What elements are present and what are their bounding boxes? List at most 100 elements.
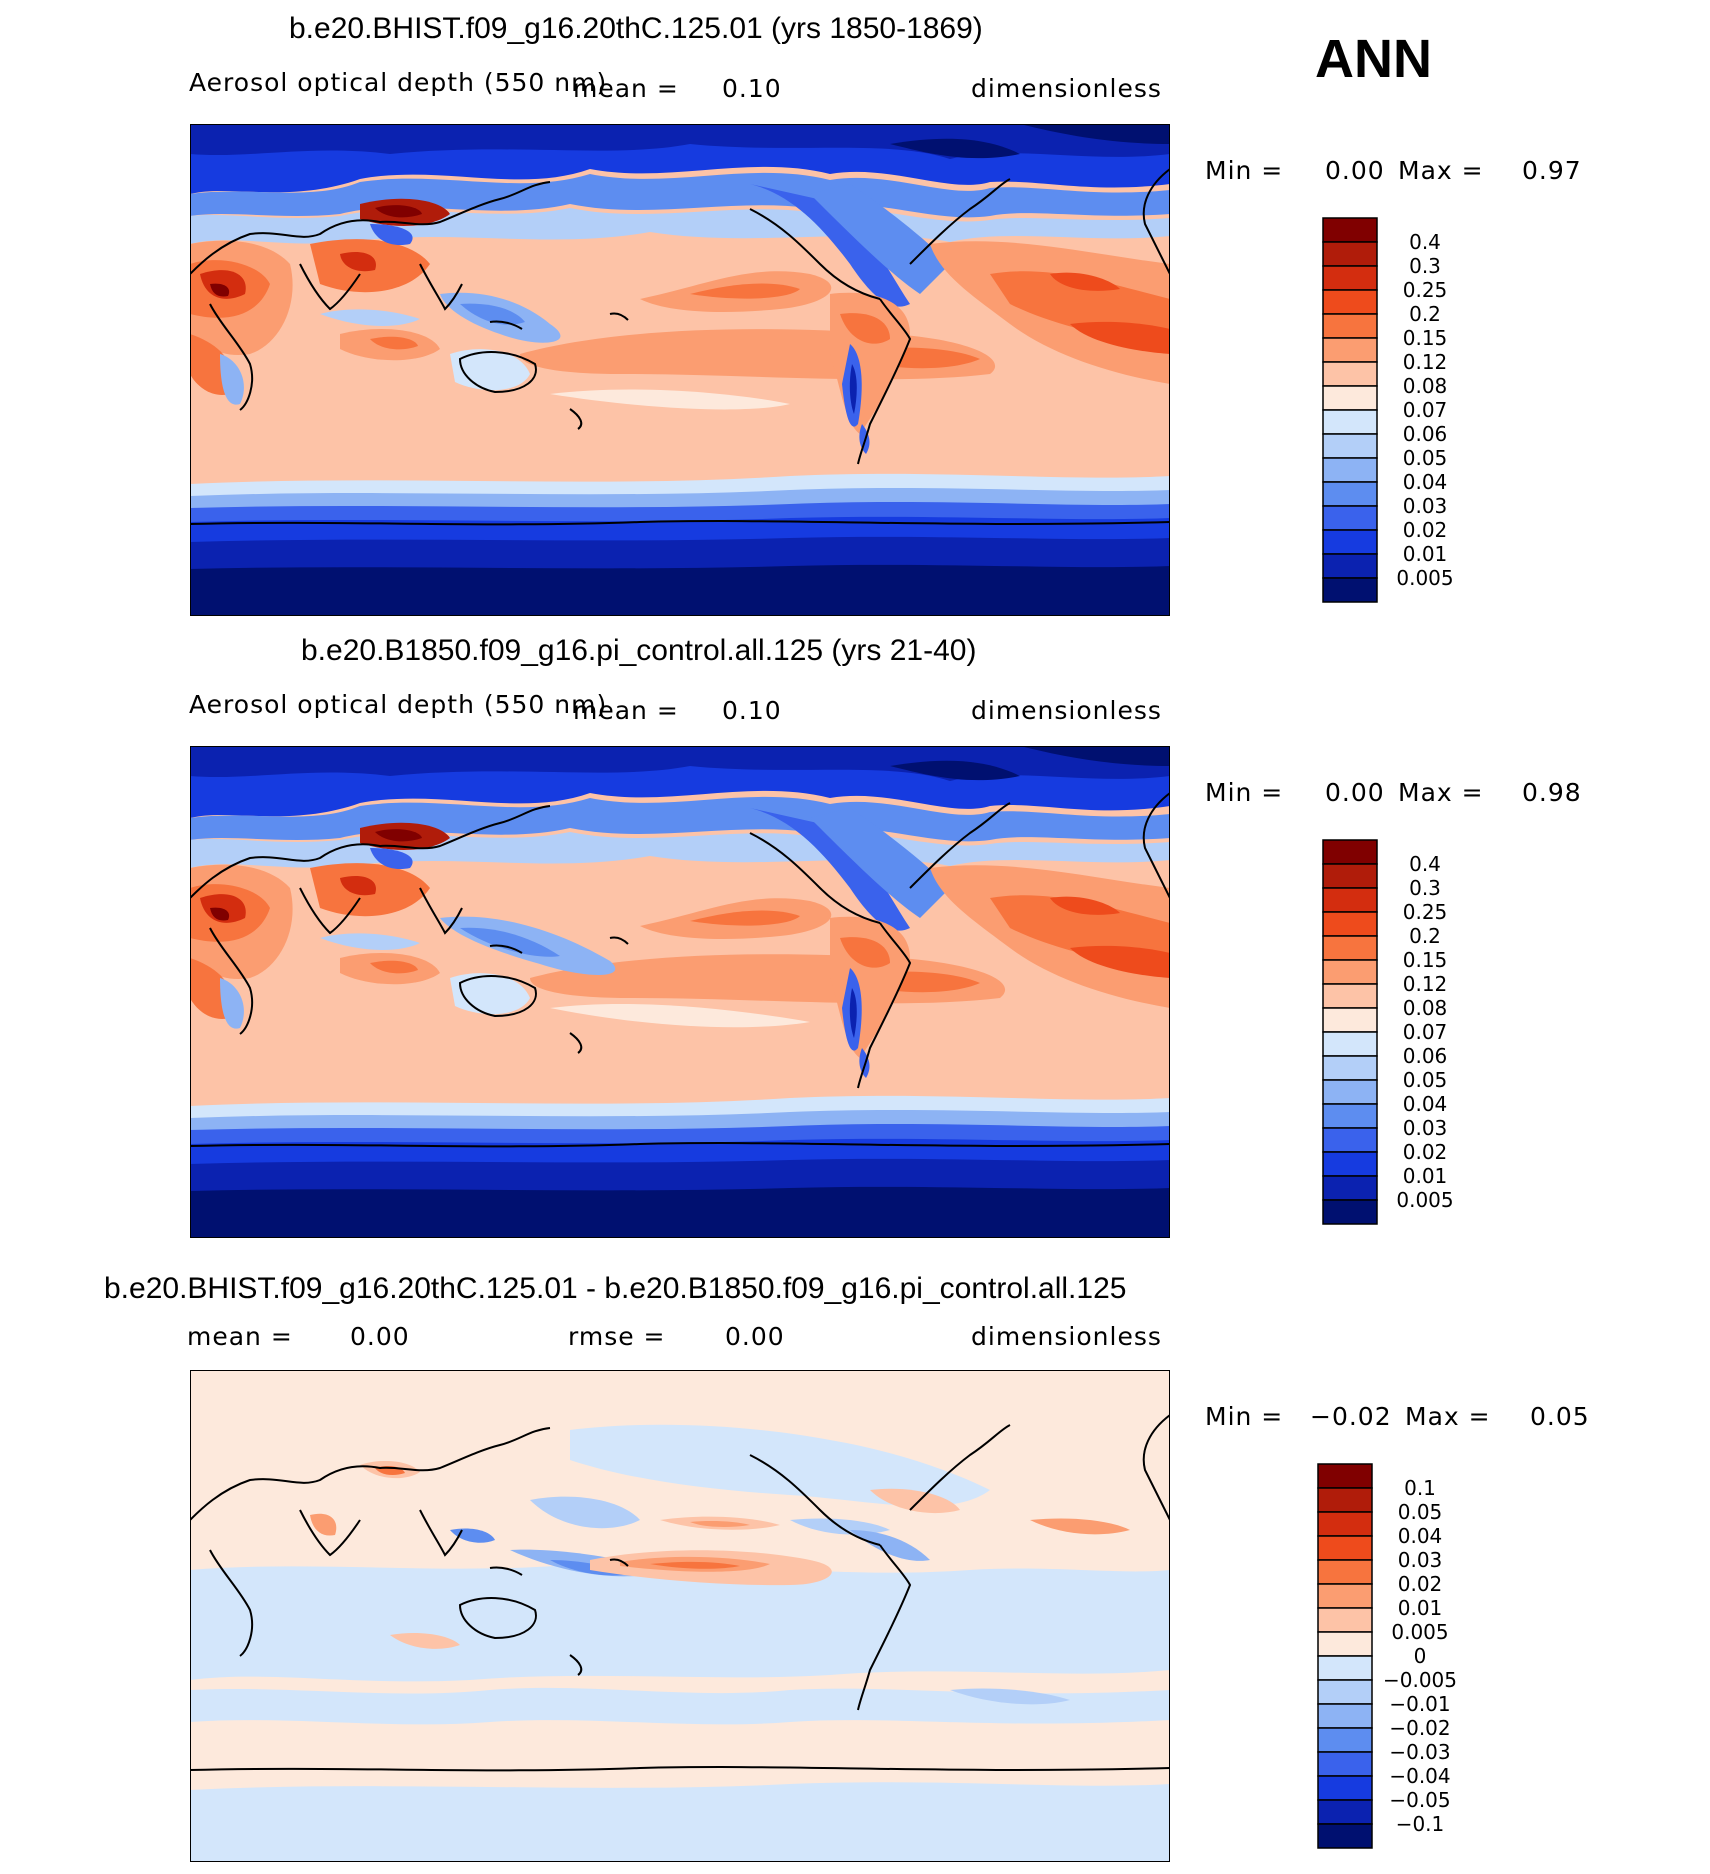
- colorbar-level-label: 0.4: [1409, 230, 1441, 254]
- colorbar-level-label: −0.05: [1389, 1788, 1450, 1812]
- colorbar-swatch: [1322, 863, 1378, 889]
- colorbar-swatch: [1322, 457, 1378, 483]
- panel-1-colorbar: 0.40.30.250.20.150.120.080.070.060.050.0…: [1322, 217, 1454, 603]
- colorbar-swatch: [1322, 1199, 1378, 1225]
- panel-3-max-label: Max =: [1405, 1402, 1491, 1431]
- panel-1-mean-value: 0.10: [722, 74, 782, 103]
- colorbar-level-label: 0.01: [1398, 1596, 1443, 1620]
- colorbar-swatch: [1317, 1679, 1373, 1705]
- panel-3-colorbar-swatches: [1317, 1463, 1373, 1849]
- panel-1-mean-label: mean =: [573, 74, 679, 103]
- panel-2-min-value: 0.00: [1325, 778, 1385, 807]
- panel-2-min-label: Min =: [1205, 778, 1284, 807]
- colorbar-swatch: [1317, 1463, 1373, 1489]
- panel-1-title: b.e20.BHIST.f09_g16.20thC.125.01 (yrs 18…: [289, 12, 983, 45]
- colorbar-level-label: 0.07: [1403, 398, 1448, 422]
- colorbar-swatch: [1317, 1655, 1373, 1681]
- colorbar-swatch: [1317, 1823, 1373, 1849]
- colorbar-level-label: 0.02: [1403, 518, 1448, 542]
- panel-3-min-value: −0.02: [1310, 1402, 1392, 1431]
- colorbar-level-label: 0.03: [1398, 1548, 1443, 1572]
- colorbar-swatch: [1322, 959, 1378, 985]
- colorbar-swatch: [1317, 1559, 1373, 1585]
- colorbar-swatch: [1322, 385, 1378, 411]
- colorbar-swatch: [1322, 911, 1378, 937]
- colorbar-swatch: [1322, 1151, 1378, 1177]
- colorbar-level-label: 0.12: [1403, 972, 1448, 996]
- colorbar-level-label: 0.25: [1403, 900, 1448, 924]
- colorbar-swatch: [1322, 1127, 1378, 1153]
- colorbar-level-label: 0.2: [1409, 302, 1441, 326]
- panel-1-max-value: 0.97: [1522, 156, 1582, 185]
- colorbar-swatch: [1322, 505, 1378, 531]
- colorbar-level-label: 0.3: [1409, 254, 1441, 278]
- panel-1-units-label: dimensionless: [971, 74, 1162, 103]
- colorbar-swatch: [1317, 1583, 1373, 1609]
- panel-3-map: [190, 1370, 1170, 1862]
- colorbar-level-label: 0.08: [1403, 374, 1448, 398]
- colorbar-swatch: [1322, 553, 1378, 579]
- colorbar-level-label: 0.04: [1403, 470, 1448, 494]
- colorbar-level-label: −0.005: [1383, 1668, 1457, 1692]
- colorbar-level-label: −0.01: [1389, 1692, 1450, 1716]
- colorbar-level-label: 0.05: [1398, 1500, 1443, 1524]
- colorbar-level-label: 0.12: [1403, 350, 1448, 374]
- season-label: ANN: [1315, 29, 1432, 89]
- colorbar-swatch: [1317, 1487, 1373, 1513]
- panel-1-colorbar-labels: 0.40.30.250.20.150.120.080.070.060.050.0…: [1396, 230, 1453, 590]
- colorbar-swatch: [1322, 577, 1378, 603]
- panel-2-max-label: Max =: [1398, 778, 1484, 807]
- colorbar-level-label: 0.005: [1396, 1188, 1453, 1212]
- colorbar-swatch: [1317, 1751, 1373, 1777]
- colorbar-swatch: [1322, 1103, 1378, 1129]
- colorbar-level-label: −0.1: [1396, 1812, 1445, 1836]
- panel-2-colorbar-swatches: [1322, 839, 1378, 1225]
- colorbar-level-label: 0.15: [1403, 948, 1448, 972]
- colorbar-level-label: 0.03: [1403, 494, 1448, 518]
- panel-3-colorbar-labels: 0.10.050.040.030.020.010.0050−0.005−0.01…: [1383, 1476, 1457, 1836]
- colorbar-level-label: 0.4: [1409, 852, 1441, 876]
- panel-2-map: [190, 746, 1170, 1238]
- colorbar-level-label: 0.02: [1403, 1140, 1448, 1164]
- colorbar-swatch: [1322, 409, 1378, 435]
- colorbar-swatch: [1322, 265, 1378, 291]
- colorbar-swatch: [1317, 1535, 1373, 1561]
- colorbar-swatch: [1317, 1631, 1373, 1657]
- colorbar-swatch: [1322, 1079, 1378, 1105]
- colorbar-level-label: 0.04: [1403, 1092, 1448, 1116]
- colorbar-level-label: 0.2: [1409, 924, 1441, 948]
- panel-3-min-label: Min =: [1205, 1402, 1284, 1431]
- colorbar-level-label: −0.03: [1389, 1740, 1450, 1764]
- panel-3-title: b.e20.BHIST.f09_g16.20thC.125.01 - b.e20…: [104, 1272, 1127, 1305]
- colorbar-level-label: 0.03: [1403, 1116, 1448, 1140]
- panel-1-min-value: 0.00: [1325, 156, 1385, 185]
- colorbar-level-label: 0.005: [1391, 1620, 1448, 1644]
- colorbar-swatch: [1317, 1799, 1373, 1825]
- colorbar-level-label: 0: [1414, 1644, 1427, 1668]
- panel-3-rmse-label: rmse =: [568, 1322, 666, 1351]
- colorbar-swatch: [1322, 935, 1378, 961]
- colorbar-level-label: 0.05: [1403, 446, 1448, 470]
- colorbar-level-label: −0.04: [1389, 1764, 1450, 1788]
- colorbar-swatch: [1322, 361, 1378, 387]
- colorbar-level-label: 0.15: [1403, 326, 1448, 350]
- colorbar-swatch: [1317, 1511, 1373, 1537]
- panel-2-mean-label: mean =: [573, 696, 679, 725]
- colorbar-level-label: 0.3: [1409, 876, 1441, 900]
- panel-3-rmse-value: 0.00: [725, 1322, 785, 1351]
- colorbar-swatch: [1322, 887, 1378, 913]
- colorbar-swatch: [1322, 481, 1378, 507]
- panel-3-mean-value: 0.00: [350, 1322, 410, 1351]
- colorbar-swatch: [1322, 337, 1378, 363]
- panel-1-map: [190, 124, 1170, 616]
- panel-3-units-label: dimensionless: [971, 1322, 1162, 1351]
- colorbar-level-label: 0.02: [1398, 1572, 1443, 1596]
- colorbar-swatch: [1322, 1055, 1378, 1081]
- colorbar-swatch: [1322, 433, 1378, 459]
- colorbar-level-label: 0.04: [1398, 1524, 1443, 1548]
- colorbar-swatch: [1322, 529, 1378, 555]
- colorbar-swatch: [1322, 1175, 1378, 1201]
- panel-2-mean-value: 0.10: [722, 696, 782, 725]
- colorbar-level-label: 0.06: [1403, 422, 1448, 446]
- colorbar-level-label: 0.05: [1403, 1068, 1448, 1092]
